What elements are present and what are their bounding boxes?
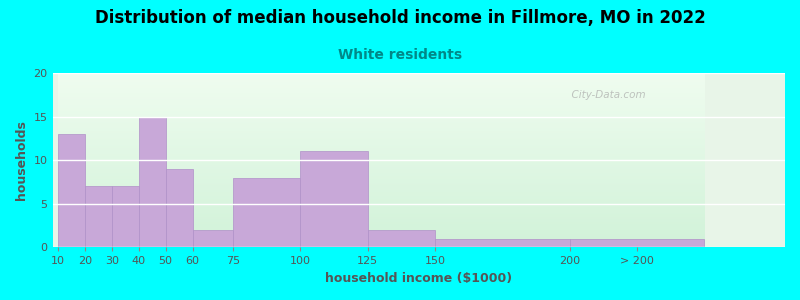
Text: Distribution of median household income in Fillmore, MO in 2022: Distribution of median household income … <box>94 9 706 27</box>
Bar <box>233 178 300 248</box>
Text: White residents: White residents <box>338 48 462 62</box>
Bar <box>166 169 193 248</box>
Y-axis label: households: households <box>15 120 28 200</box>
Bar <box>300 152 368 248</box>
Bar <box>85 186 112 248</box>
Bar <box>570 239 704 248</box>
Bar <box>193 230 233 247</box>
Text: City-Data.com: City-Data.com <box>566 90 646 100</box>
Bar <box>58 134 85 247</box>
Bar <box>368 230 435 247</box>
Bar <box>138 117 166 248</box>
Bar <box>112 186 138 248</box>
X-axis label: household income ($1000): household income ($1000) <box>326 272 512 285</box>
Bar <box>435 239 570 248</box>
